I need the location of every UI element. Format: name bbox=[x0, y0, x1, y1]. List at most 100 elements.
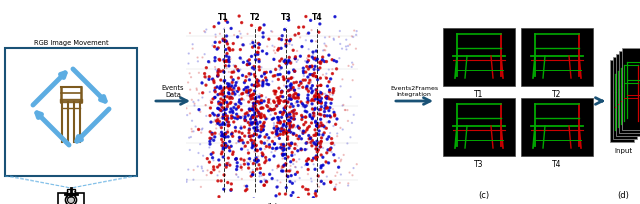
Point bbox=[314, 113, 324, 116]
Point bbox=[276, 111, 286, 114]
Point bbox=[255, 107, 266, 110]
Point bbox=[321, 95, 331, 99]
Point bbox=[201, 66, 211, 69]
Point bbox=[308, 53, 318, 56]
Point bbox=[310, 168, 320, 171]
Point bbox=[210, 41, 220, 44]
Point bbox=[254, 175, 264, 178]
Point bbox=[216, 85, 226, 88]
Point bbox=[291, 166, 301, 169]
Point bbox=[245, 109, 255, 112]
Point bbox=[223, 161, 234, 164]
Bar bbox=[610, 60, 634, 142]
Point bbox=[334, 35, 344, 39]
Point bbox=[243, 121, 253, 124]
Point bbox=[262, 133, 272, 136]
Point bbox=[196, 167, 207, 170]
Point bbox=[241, 91, 252, 94]
Point bbox=[223, 121, 234, 124]
Point bbox=[286, 97, 296, 101]
Point bbox=[312, 124, 322, 128]
Point bbox=[236, 58, 246, 61]
Point bbox=[243, 86, 253, 89]
Point bbox=[267, 30, 277, 33]
Point bbox=[215, 116, 225, 120]
Point bbox=[294, 176, 305, 180]
Point bbox=[194, 108, 204, 111]
Point bbox=[244, 72, 254, 75]
Point bbox=[297, 115, 307, 119]
Point bbox=[277, 126, 287, 130]
Point bbox=[289, 114, 299, 118]
Point bbox=[272, 185, 282, 189]
Point bbox=[259, 23, 269, 27]
Point bbox=[247, 96, 257, 99]
Point bbox=[258, 153, 268, 156]
Point bbox=[250, 104, 260, 107]
Point bbox=[275, 111, 285, 114]
Point bbox=[315, 100, 325, 104]
Point bbox=[243, 32, 253, 35]
Point bbox=[271, 90, 281, 93]
Point bbox=[321, 105, 332, 109]
Point bbox=[273, 121, 283, 124]
Point bbox=[243, 63, 253, 66]
Point bbox=[279, 144, 289, 147]
Point bbox=[273, 116, 283, 119]
Point bbox=[271, 104, 282, 108]
Point bbox=[222, 42, 232, 46]
Point bbox=[255, 100, 266, 103]
Point bbox=[220, 114, 230, 117]
Point bbox=[254, 60, 264, 63]
Point bbox=[315, 124, 325, 128]
Point bbox=[209, 165, 219, 169]
Point bbox=[305, 137, 316, 140]
Point bbox=[303, 188, 313, 191]
Point bbox=[210, 56, 220, 59]
Point bbox=[290, 33, 300, 37]
Point bbox=[311, 144, 321, 147]
Text: Events
Data: Events Data bbox=[162, 85, 184, 98]
Point bbox=[291, 142, 301, 145]
Point bbox=[270, 74, 280, 77]
Point bbox=[185, 88, 195, 91]
Point bbox=[291, 173, 301, 176]
Point bbox=[286, 116, 296, 120]
Point bbox=[322, 114, 332, 118]
Point bbox=[268, 44, 278, 47]
Point bbox=[275, 119, 285, 123]
Point bbox=[278, 149, 288, 152]
Point bbox=[242, 63, 252, 66]
Point bbox=[194, 92, 204, 95]
Point bbox=[329, 143, 339, 147]
Point bbox=[268, 131, 278, 134]
Point bbox=[209, 45, 220, 48]
Point bbox=[311, 59, 321, 62]
Point bbox=[284, 71, 294, 75]
Point bbox=[312, 124, 322, 128]
Text: T3: T3 bbox=[280, 13, 291, 22]
Point bbox=[302, 161, 312, 165]
Point bbox=[307, 98, 317, 101]
Point bbox=[249, 121, 259, 125]
Point bbox=[198, 154, 208, 157]
Point bbox=[330, 188, 340, 191]
Point bbox=[211, 33, 221, 36]
Point bbox=[275, 137, 285, 140]
Point bbox=[307, 84, 317, 87]
Point bbox=[309, 95, 319, 98]
Point bbox=[269, 124, 279, 127]
Point bbox=[293, 93, 303, 96]
Point bbox=[269, 45, 280, 49]
Point bbox=[279, 77, 289, 80]
Point bbox=[264, 145, 275, 149]
Point bbox=[314, 31, 324, 34]
Point bbox=[275, 37, 285, 40]
Point bbox=[194, 71, 204, 74]
Point bbox=[321, 72, 332, 75]
Point bbox=[348, 166, 358, 170]
Point bbox=[255, 121, 265, 124]
Point bbox=[280, 105, 291, 109]
Point bbox=[248, 173, 258, 176]
Point bbox=[324, 35, 335, 39]
